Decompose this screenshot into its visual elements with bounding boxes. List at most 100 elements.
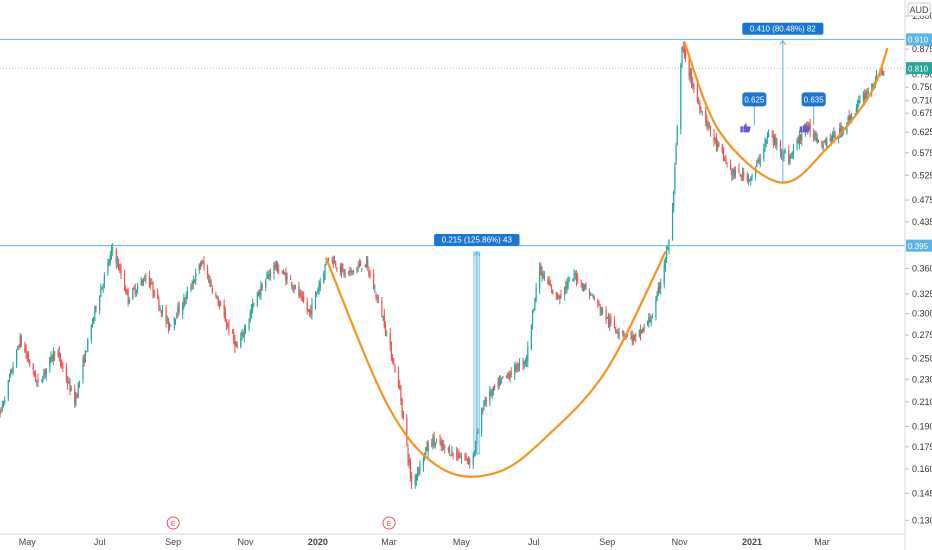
candle-body [724, 158, 726, 161]
measurement-2[interactable]: 0.410 (80.48%) 82 [742, 22, 824, 183]
candle [191, 280, 193, 290]
candle-body [37, 378, 39, 382]
candle [367, 255, 369, 271]
candle-body [383, 314, 385, 328]
candle-body [509, 374, 511, 380]
candle [556, 292, 559, 300]
candle-body [708, 122, 710, 126]
candle-body [183, 298, 185, 308]
candle [82, 355, 84, 384]
candle-body [698, 102, 700, 104]
cup-2-curve[interactable] [683, 40, 889, 184]
candle-body [319, 281, 321, 288]
candle-body [767, 133, 770, 138]
candle [701, 110, 703, 116]
candle-body [144, 280, 146, 282]
candle-body [501, 377, 503, 380]
price-tick-label: 0.790 [912, 69, 932, 79]
candle [574, 270, 576, 280]
candle [834, 130, 836, 140]
candle-body [467, 460, 470, 462]
candle [183, 293, 185, 310]
measurement-1[interactable]: 0.215 (125.86%) 43 [434, 233, 520, 455]
candle [721, 143, 723, 155]
candle-body [252, 304, 254, 310]
candle [252, 298, 254, 314]
cup-1-curve[interactable] [325, 250, 667, 478]
candle-body [65, 367, 68, 381]
candle [665, 245, 668, 264]
candle [775, 133, 777, 149]
candle-body [32, 363, 34, 370]
candle [791, 151, 793, 159]
thumbs-up-icon [740, 123, 751, 133]
candle [384, 321, 387, 337]
candle-body [730, 163, 732, 170]
candle-body [27, 355, 30, 362]
candle-body [400, 389, 402, 401]
candle [333, 255, 336, 264]
candle-body [49, 357, 51, 368]
candle [800, 133, 802, 144]
candle [300, 290, 302, 301]
candle-body [638, 330, 640, 336]
candle [416, 466, 419, 481]
price-badge-1[interactable]: 0.625 [740, 92, 767, 133]
candle-body [256, 292, 258, 306]
candle [483, 400, 485, 411]
candle-body [12, 367, 14, 373]
candle [235, 341, 237, 347]
candle-body [16, 349, 18, 367]
candle-body [489, 391, 491, 401]
price-badge-2[interactable]: 0.635 [799, 92, 826, 133]
candle [643, 323, 645, 333]
price-tick-label: 0.250 [912, 354, 932, 364]
candle [690, 68, 693, 88]
candle-body [99, 297, 101, 311]
candle [533, 308, 535, 313]
candle [343, 269, 345, 278]
candle [502, 376, 504, 379]
candle [260, 280, 262, 301]
candle-body [565, 285, 567, 289]
candle [32, 362, 34, 375]
time-axis[interactable]: May Jul Sep Nov 2020 Mar May Jul Sep Nov 2021 Mar [19, 537, 830, 547]
candle [788, 145, 790, 166]
candle-body [123, 273, 126, 289]
candle [633, 334, 636, 341]
candle-body [50, 354, 52, 359]
earnings-marker-2[interactable]: E [382, 516, 396, 530]
candle-body [339, 266, 342, 272]
candle-body [259, 292, 261, 295]
candle-body [549, 283, 551, 287]
earnings-marker-1[interactable]: E [166, 516, 180, 530]
candle-body [160, 310, 162, 314]
candle [74, 384, 76, 408]
candle [518, 358, 521, 372]
candle [817, 139, 820, 143]
candle [491, 388, 493, 400]
candle [539, 261, 541, 294]
candle-body [103, 274, 105, 284]
candle [90, 323, 92, 344]
candle [120, 263, 122, 280]
candle [118, 258, 120, 271]
candle [829, 133, 831, 143]
candle [87, 337, 89, 352]
candle-body [726, 162, 728, 164]
candle-body [198, 264, 200, 271]
candle-body [260, 286, 262, 296]
candle-body [796, 139, 798, 149]
candle [796, 137, 798, 151]
candle [26, 351, 28, 362]
candle [234, 334, 236, 354]
candle-body [482, 410, 484, 412]
price-axis-panel[interactable] [905, 0, 932, 550]
candle-body [361, 267, 363, 269]
candle-body [539, 266, 541, 290]
candle-body [700, 111, 702, 113]
candle [170, 324, 172, 327]
candle [527, 341, 529, 368]
candle [291, 281, 293, 290]
candle-body [195, 272, 197, 280]
